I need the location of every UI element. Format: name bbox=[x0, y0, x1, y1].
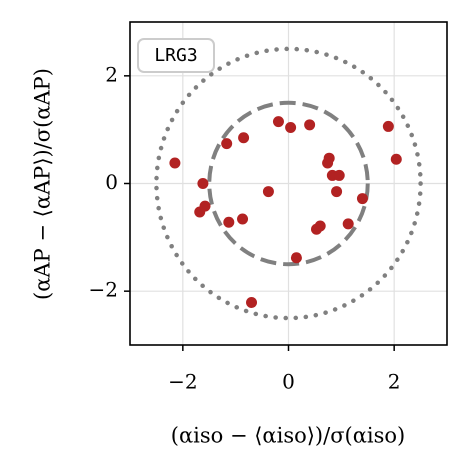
point bbox=[197, 178, 209, 189]
point bbox=[199, 200, 211, 212]
point bbox=[333, 169, 345, 181]
point bbox=[382, 120, 394, 132]
y-axis-label: (αAP − ⟨αAP⟩)/σ(αAP) bbox=[31, 68, 55, 300]
x-tick-label: −2 bbox=[168, 370, 197, 394]
x-tick-label: 0 bbox=[282, 370, 295, 394]
point bbox=[290, 252, 302, 264]
point bbox=[304, 119, 316, 131]
point bbox=[390, 153, 402, 165]
point bbox=[356, 193, 368, 205]
y-tick-label: 0 bbox=[105, 170, 118, 194]
point bbox=[223, 216, 235, 228]
point bbox=[272, 116, 284, 128]
point bbox=[221, 138, 233, 150]
annotation-box bbox=[137, 38, 215, 73]
point bbox=[285, 122, 297, 134]
y-tick-label: −2 bbox=[89, 278, 118, 302]
point bbox=[246, 296, 258, 308]
point bbox=[169, 157, 181, 169]
plot-area bbox=[130, 22, 447, 345]
point bbox=[238, 132, 250, 144]
point bbox=[314, 220, 326, 232]
x-tick-label: 2 bbox=[388, 370, 401, 394]
x-axis-label: (αiso − ⟨αiso⟩)/σ(αiso) bbox=[171, 424, 405, 448]
reference-circle bbox=[207, 100, 370, 267]
point bbox=[323, 152, 335, 164]
point bbox=[237, 213, 249, 225]
annotation: LRG3 bbox=[154, 45, 197, 66]
point bbox=[342, 218, 354, 230]
y-tick-label: 2 bbox=[105, 62, 118, 86]
point bbox=[331, 186, 343, 198]
point bbox=[262, 186, 274, 198]
reference-circle bbox=[154, 46, 423, 321]
